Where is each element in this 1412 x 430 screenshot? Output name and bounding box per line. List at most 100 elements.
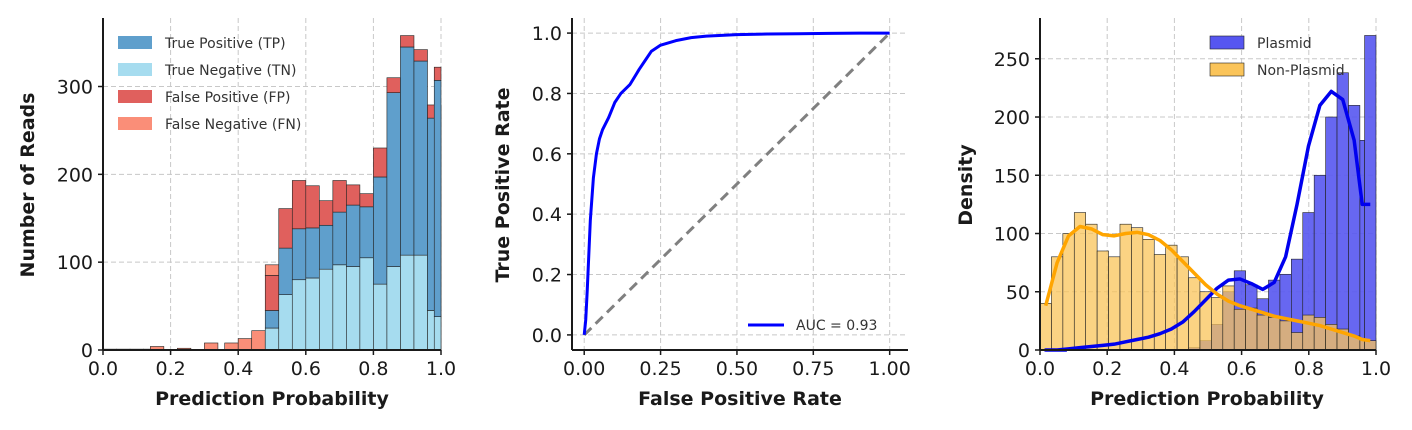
bar-tp <box>305 227 320 279</box>
panel3-x-ticks: 0.0 0.2 0.4 0.6 0.8 1.0 <box>1025 350 1391 380</box>
bar-non-plasmid <box>1291 332 1304 351</box>
legend-swatch <box>118 63 152 76</box>
y-tick-label: 0.6 <box>532 144 562 166</box>
y-tick-label: 0.8 <box>532 83 562 105</box>
x-tick-label: 0.0 <box>1025 358 1055 380</box>
bar-tn <box>291 279 307 351</box>
y-tick-label: 250 <box>994 49 1030 71</box>
panel2-x-axis-label: False Positive Rate <box>638 388 842 410</box>
roc-curve-panel: 0.00 0.25 0.50 0.75 1.00 0.00.20.40.60.81.0 … <box>492 18 911 410</box>
bar-non-plasmid <box>1073 212 1086 351</box>
kde-plasmid <box>1043 89 1371 352</box>
x-tick-label: 1.0 <box>1361 358 1391 380</box>
bar-fp <box>373 147 388 178</box>
bar-fp <box>305 185 320 229</box>
bar-non-plasmid <box>1096 250 1109 351</box>
panel1-y-axis-label: Number of Reads <box>17 93 39 278</box>
x-tick-label: 1.0 <box>426 358 456 380</box>
bar-tp <box>400 46 415 256</box>
y-tick-label: 200 <box>994 107 1030 129</box>
x-tick-label: 0.50 <box>716 358 758 380</box>
x-tick-label: 0.4 <box>1159 358 1189 380</box>
legend-label: False Negative (FN) <box>165 117 301 133</box>
legend-label: False Positive (FP) <box>165 90 290 106</box>
bar-fp <box>359 193 374 208</box>
bar-tn <box>400 254 415 351</box>
bar-tn <box>359 257 374 351</box>
bar-tp <box>359 206 374 259</box>
bar-fp <box>264 275 280 311</box>
panel2-gridlines <box>572 18 908 350</box>
panel2-y-ticks: 0.0 0.2 0.4 0.6 0.8 1.0 <box>532 23 572 347</box>
bar-fn <box>264 264 280 276</box>
diagonal-reference-line <box>583 32 891 336</box>
density-histogram-panel: 0.0 0.2 0.4 0.6 0.8 1.0 0 50 100 150 200 250 Predi… <box>955 18 1391 410</box>
bar-fn <box>237 338 253 351</box>
x-tick-label: 0.6 <box>1226 358 1256 380</box>
bar-non-plasmid <box>1062 233 1075 351</box>
bar-non-plasmid <box>1131 227 1144 351</box>
panel3-y-axis-label: Density <box>955 144 977 226</box>
bar-non-plasmid <box>1051 256 1064 351</box>
x-tick-label: 0.25 <box>639 358 681 380</box>
bar-plasmid <box>1364 35 1377 351</box>
bar-non-plasmid <box>1085 223 1098 351</box>
bar-non-plasmid <box>1364 340 1377 351</box>
bar-non-plasmid <box>1256 314 1269 351</box>
bar-non-plasmid <box>1233 308 1246 351</box>
legend-swatch <box>118 90 152 103</box>
bar-non-plasmid <box>1245 307 1258 351</box>
y-tick-label: 200 <box>57 164 93 186</box>
bar-fp <box>278 208 293 249</box>
panel3-kde-curves <box>1043 89 1371 352</box>
bar-tp <box>386 92 401 267</box>
x-tick-label: 1.00 <box>869 358 911 380</box>
x-tick-label: 0.4 <box>223 358 253 380</box>
bar-tp <box>291 228 307 281</box>
bar-fp <box>386 77 401 93</box>
x-tick-label: 0.8 <box>358 358 388 380</box>
bar-tn <box>346 266 361 351</box>
bar-tn <box>305 277 320 351</box>
bar-fp <box>433 66 442 81</box>
bar-fp <box>400 35 415 48</box>
bar-non-plasmid <box>1142 239 1155 351</box>
bar-fp <box>346 184 361 206</box>
roc-curve-line <box>582 31 890 336</box>
bar-fp <box>413 49 428 62</box>
bar-non-plasmid <box>1211 297 1224 351</box>
panel3-legend: Plasmid Non-Plasmid <box>1209 35 1345 79</box>
bar-non-plasmid <box>1165 244 1178 351</box>
bar-non-plasmid <box>1176 256 1189 351</box>
x-tick-label: 0.2 <box>1092 358 1122 380</box>
bar-tp <box>413 60 428 256</box>
bar-tn <box>373 283 388 351</box>
legend-swatch <box>1209 35 1245 50</box>
panel1-y-ticks: 0 100 200 300 <box>57 77 103 362</box>
y-tick-label: 0 <box>81 340 93 362</box>
bar-tp <box>433 80 442 317</box>
y-tick-label: 100 <box>994 224 1030 246</box>
panel3-y-ticks: 0 50 100 150 200 250 <box>994 49 1040 362</box>
bar-tp <box>264 310 280 329</box>
y-tick-label: 300 <box>57 77 93 99</box>
panel1-legend: True Positive (TP) True Negative (TN) Fals… <box>118 36 301 133</box>
legend-label: Plasmid <box>1257 36 1312 52</box>
bar-fp <box>291 180 307 230</box>
panel2-legend: AUC = 0.93 <box>748 318 877 334</box>
bar-fn <box>251 330 266 351</box>
bar-non-plasmid <box>1302 314 1315 351</box>
bar-fn <box>204 342 219 351</box>
bar-tn <box>319 268 334 351</box>
x-tick-label: 0.8 <box>1294 358 1324 380</box>
bar-tn <box>413 254 428 351</box>
panel1-x-ticks: 0.0 0.2 0.4 0.6 0.8 1.0 <box>88 350 456 380</box>
x-tick-label: 0.0 <box>88 358 118 380</box>
panel3-bars <box>1039 35 1377 351</box>
x-tick-label: 0.6 <box>291 358 321 380</box>
kde-non-plasmid <box>1044 224 1371 343</box>
bar-tp <box>346 204 361 267</box>
x-tick-label: 0.2 <box>155 358 185 380</box>
bar-tn <box>433 316 442 351</box>
legend-swatch <box>118 117 152 130</box>
